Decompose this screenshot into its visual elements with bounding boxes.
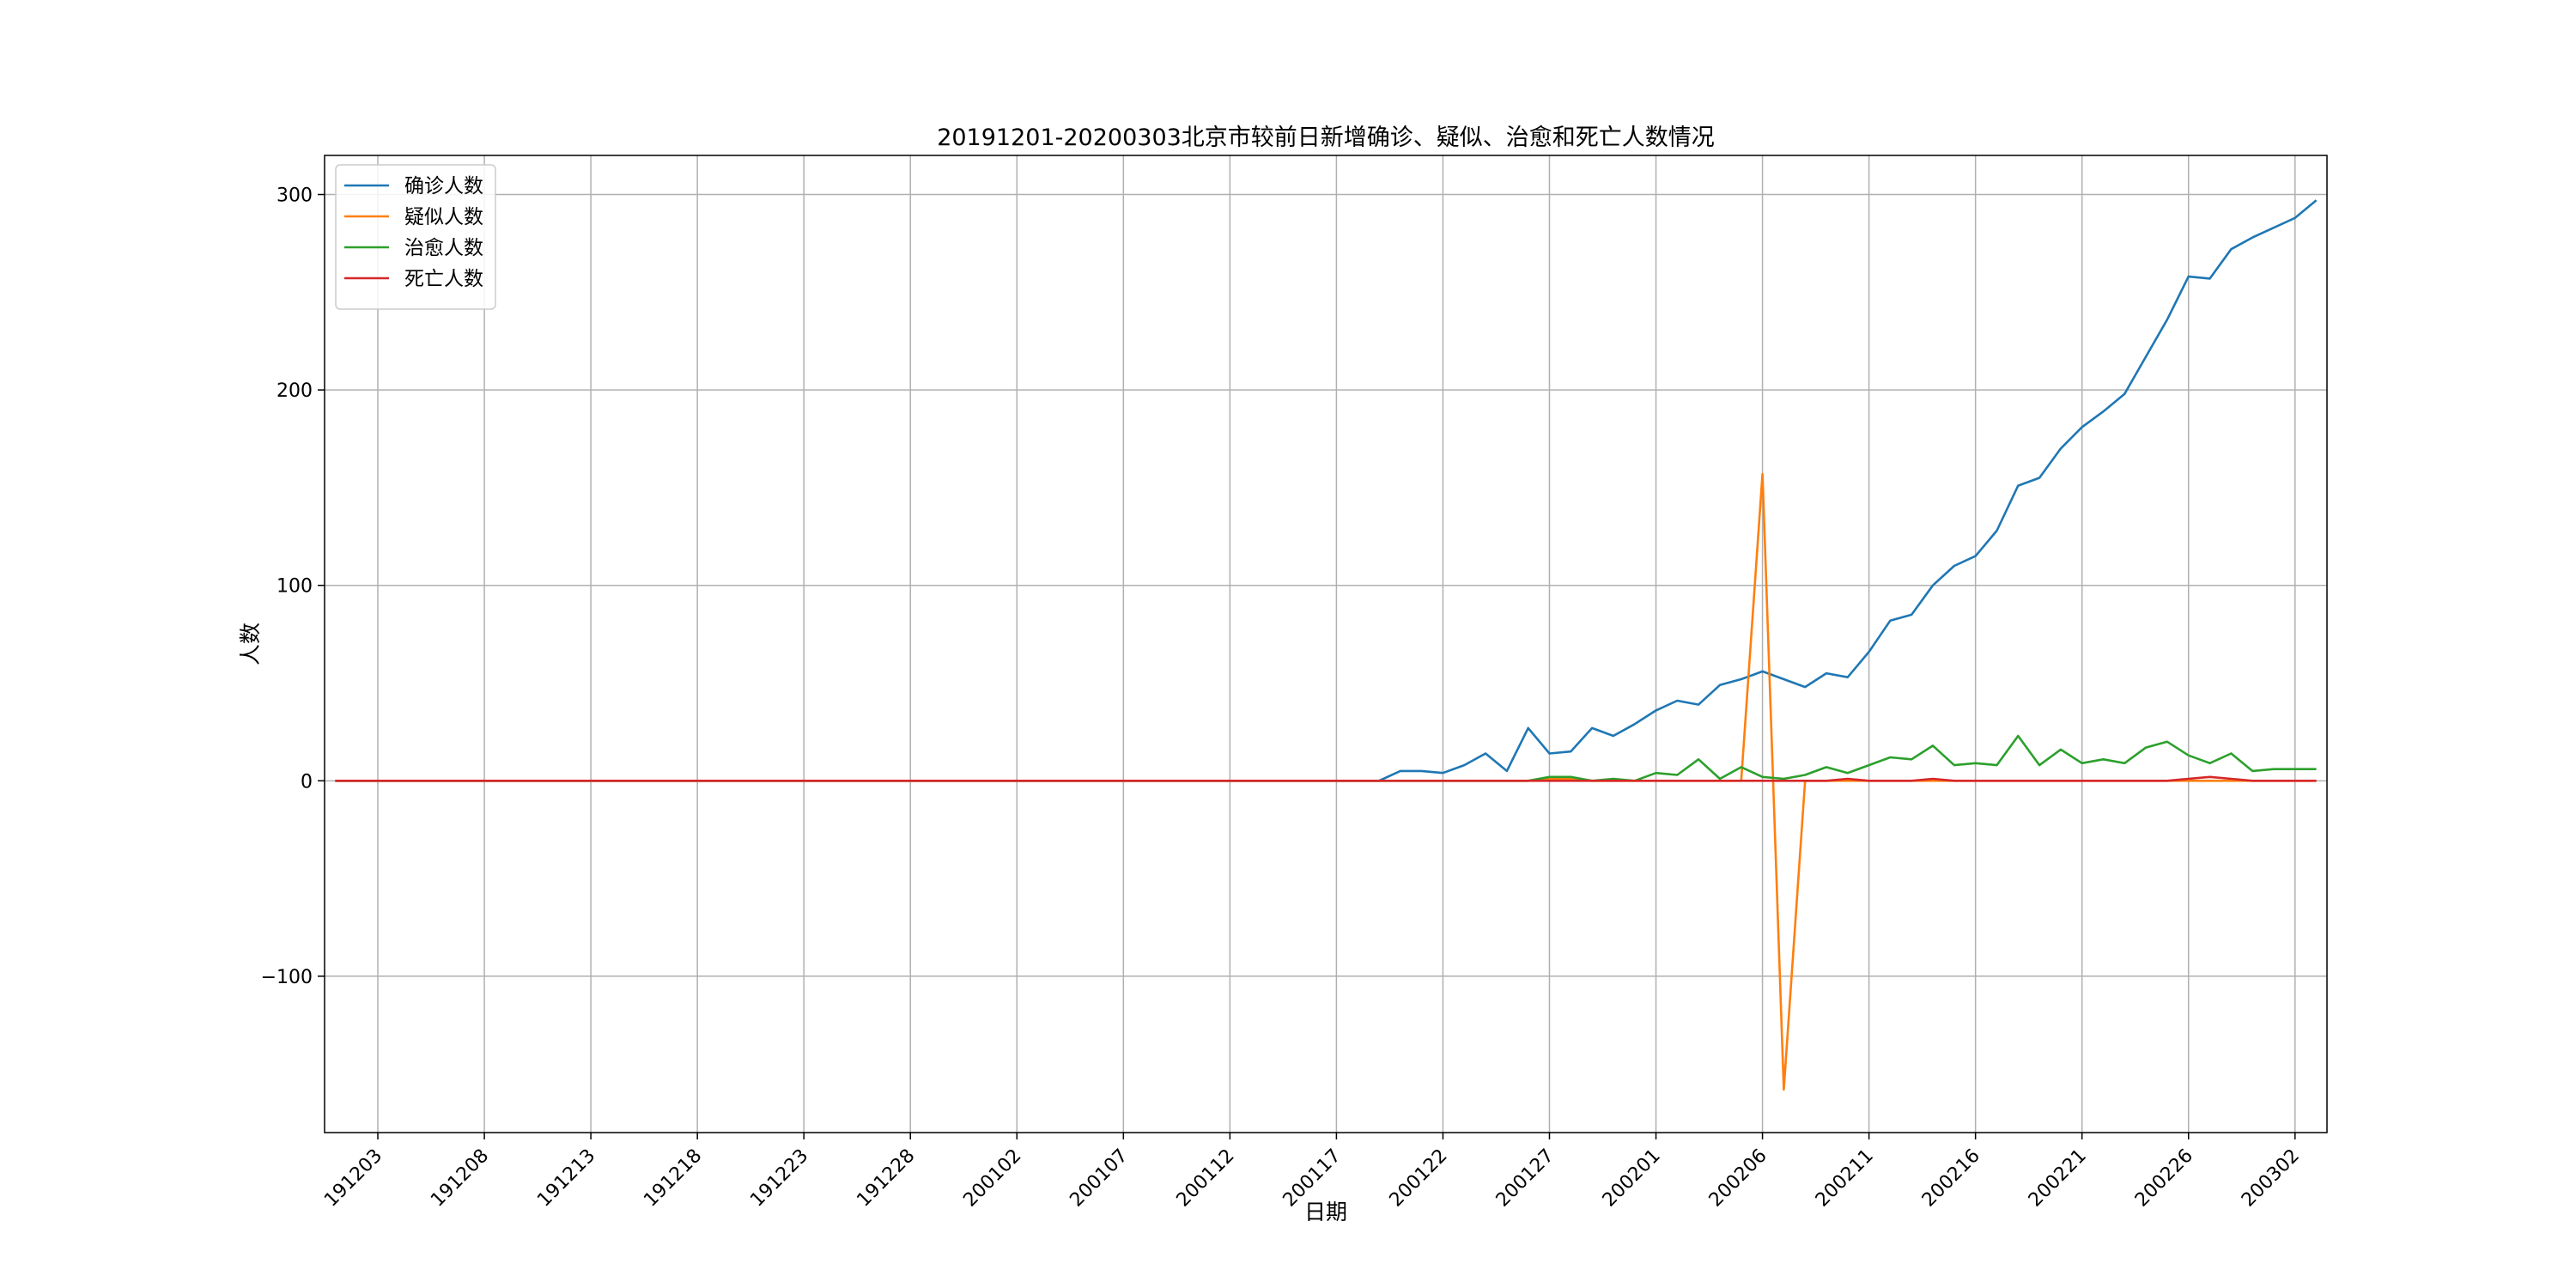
legend-label: 死亡人数 [404, 268, 483, 290]
y-axis-label: 人数 [238, 623, 263, 665]
plot-frame [324, 155, 2328, 1133]
y-tick-label: 300 [276, 185, 313, 207]
chart-title: 20191201-20200303北京市较前日新增确诊、疑似、治愈和死亡人数情况 [937, 125, 1715, 151]
legend-box [335, 164, 496, 310]
series-lines [335, 199, 2318, 1091]
legend-label: 疑似人数 [404, 206, 483, 228]
legend-label: 治愈人数 [404, 237, 483, 259]
y-tick-label: −100 [261, 967, 313, 988]
y-tick-label: 0 [301, 771, 313, 793]
y-tick-label: 200 [276, 380, 313, 402]
gridlines [325, 155, 2327, 1133]
y-tick-label: 100 [276, 576, 313, 598]
x-axis-label: 日期 [1304, 1200, 1347, 1224]
legend-label: 确诊人数 [404, 175, 483, 197]
series-line-4 [335, 775, 2317, 782]
